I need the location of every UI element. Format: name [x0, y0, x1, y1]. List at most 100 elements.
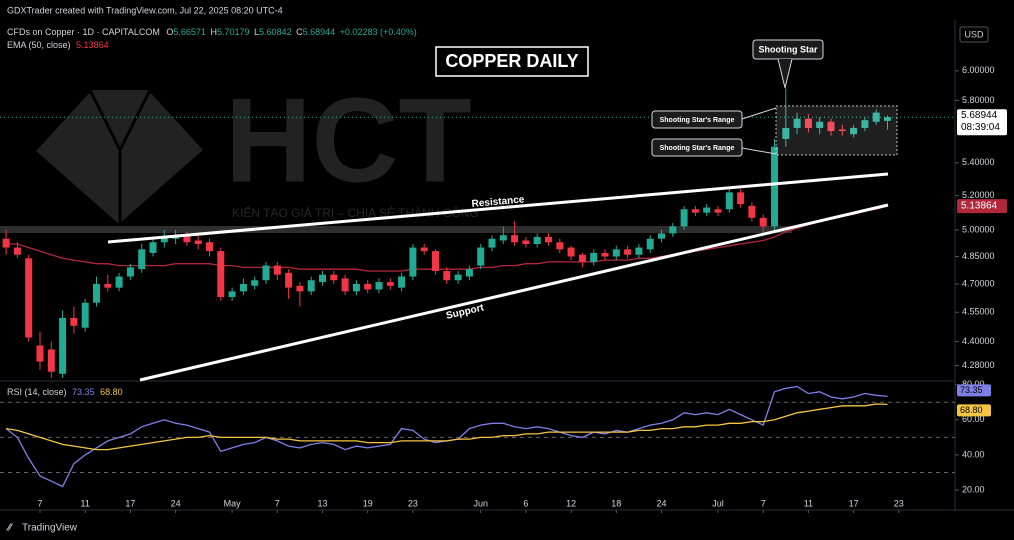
- ohlc-key: L: [254, 27, 259, 37]
- candle-body: [25, 258, 33, 338]
- ema-price-box: [957, 199, 1007, 214]
- candle-body: [149, 242, 157, 253]
- candle-body: [375, 282, 383, 290]
- series-line: [5, 403, 888, 451]
- x-tick-label: 11: [81, 498, 90, 508]
- candle-body: [680, 209, 688, 227]
- candle-body: [194, 240, 202, 245]
- candle-body: [319, 274, 326, 283]
- ohlc-value: 5.70179: [217, 27, 250, 37]
- currency[interactable]: USD: [964, 29, 984, 39]
- candle-body: [658, 233, 665, 239]
- legend-line: EMA (50, close) 5.13864: [7, 40, 109, 50]
- annotation-box: [651, 110, 743, 129]
- candle-body: [386, 282, 394, 286]
- candle-body: [409, 247, 417, 277]
- candle-body: [239, 283, 247, 292]
- x-tick-label: 19: [363, 498, 373, 508]
- range-box: [775, 105, 898, 156]
- legend-value: 68.80: [100, 387, 123, 397]
- ohlc-value: 5.60842: [259, 27, 292, 37]
- candle-body: [160, 236, 168, 243]
- ohlc-value: 5.68944: [303, 27, 336, 37]
- candle-body: [511, 235, 519, 243]
- change: +0.02283 (+0.40%): [340, 27, 417, 37]
- candle-body: [759, 217, 767, 227]
- x-tick-label: 11: [804, 498, 813, 508]
- y-tick-label: 5.80000: [962, 95, 995, 105]
- resistance-line: [107, 172, 889, 244]
- resistance-label: Resistance: [471, 194, 525, 210]
- candle-body: [612, 249, 620, 257]
- y-tick-label: 6.00000: [962, 65, 995, 75]
- candle-body: [93, 283, 100, 303]
- candle-body: [499, 235, 507, 241]
- candle-body: [36, 345, 44, 362]
- footer-logo: ⁄⁄: [6, 523, 14, 534]
- candle-body: [884, 117, 891, 121]
- y-tick-label: 5.20000: [962, 190, 995, 200]
- candle-body: [81, 302, 89, 328]
- candle-body: [771, 146, 778, 227]
- legend-line: RSI (14, close) 73.35 68.80: [7, 387, 123, 397]
- candle-body: [635, 247, 643, 255]
- candle-body: [126, 267, 134, 277]
- candle-body: [104, 283, 112, 288]
- title-box: [435, 46, 589, 77]
- annotation-pointer: [741, 147, 777, 155]
- countdown: 08:39:04: [961, 122, 1000, 133]
- candle-body: [70, 318, 78, 326]
- candle-body: [183, 235, 191, 243]
- candle-body: [273, 265, 281, 275]
- ohlc-value: 5.66571: [173, 27, 206, 37]
- currency-box[interactable]: [959, 26, 989, 43]
- candle-body: [737, 192, 745, 205]
- value-box-label: 68.80: [960, 405, 983, 415]
- candle-body: [590, 252, 598, 262]
- watermark-logo-lines: [33, 87, 208, 229]
- candle-body: [59, 318, 67, 374]
- annotation: Shooting Star's Range: [660, 117, 735, 124]
- x-tick-label: 7: [761, 498, 766, 508]
- ohlc-key: O: [166, 27, 173, 37]
- x-tick-label: 7: [37, 498, 42, 508]
- y-tick-label: 5.00000: [962, 224, 995, 234]
- candle-body: [545, 236, 552, 243]
- candle-body: [578, 254, 586, 262]
- candle-body: [703, 207, 711, 213]
- candle-body: [601, 252, 609, 257]
- candle-body: [228, 291, 236, 298]
- y-tick-label: 60.00: [962, 414, 985, 424]
- y-tick-label: 4.85000: [962, 251, 995, 261]
- y-tick-label: 40.00: [962, 449, 985, 459]
- candle-body: [206, 242, 213, 252]
- annotation-pointer: [741, 107, 777, 120]
- candle-body: [827, 121, 835, 132]
- candle-body: [398, 276, 406, 288]
- candle-body: [624, 249, 632, 255]
- candle-body: [465, 269, 473, 277]
- candle-body: [454, 274, 462, 281]
- chart-title: COPPER DAILY: [445, 51, 578, 71]
- y-tick-label: 4.70000: [962, 278, 995, 288]
- watermark: HCT KIẾN TẠO GIÁ TRỊ – CHIA SẺ THÀNH CÔN…: [33, 74, 479, 229]
- value-box-label: 73.35: [960, 385, 983, 395]
- x-tick-label: 17: [849, 498, 859, 508]
- legend-line: CFDs on Copper · 1D · CAPITALCOM O5.6657…: [7, 27, 417, 37]
- candle-body: [443, 271, 451, 281]
- candle-body: [714, 209, 722, 213]
- candle-body: [646, 238, 654, 250]
- candle-body: [47, 349, 55, 372]
- value-box: [957, 384, 991, 397]
- x-tick-label: 23: [408, 498, 418, 508]
- support-line: [139, 203, 889, 382]
- candle-body: [793, 118, 801, 128]
- candle-body: [533, 236, 541, 245]
- symbol: CFDs on Copper · 1D · CAPITALCOM: [7, 27, 160, 37]
- candle-body: [13, 247, 21, 255]
- candle-body: [420, 247, 428, 252]
- marks: 6.00000 5.80000 5.40000 5.20000 5.00000 4.850…: [0, 65, 1007, 513]
- ema-price-label: 5.13864: [961, 201, 998, 212]
